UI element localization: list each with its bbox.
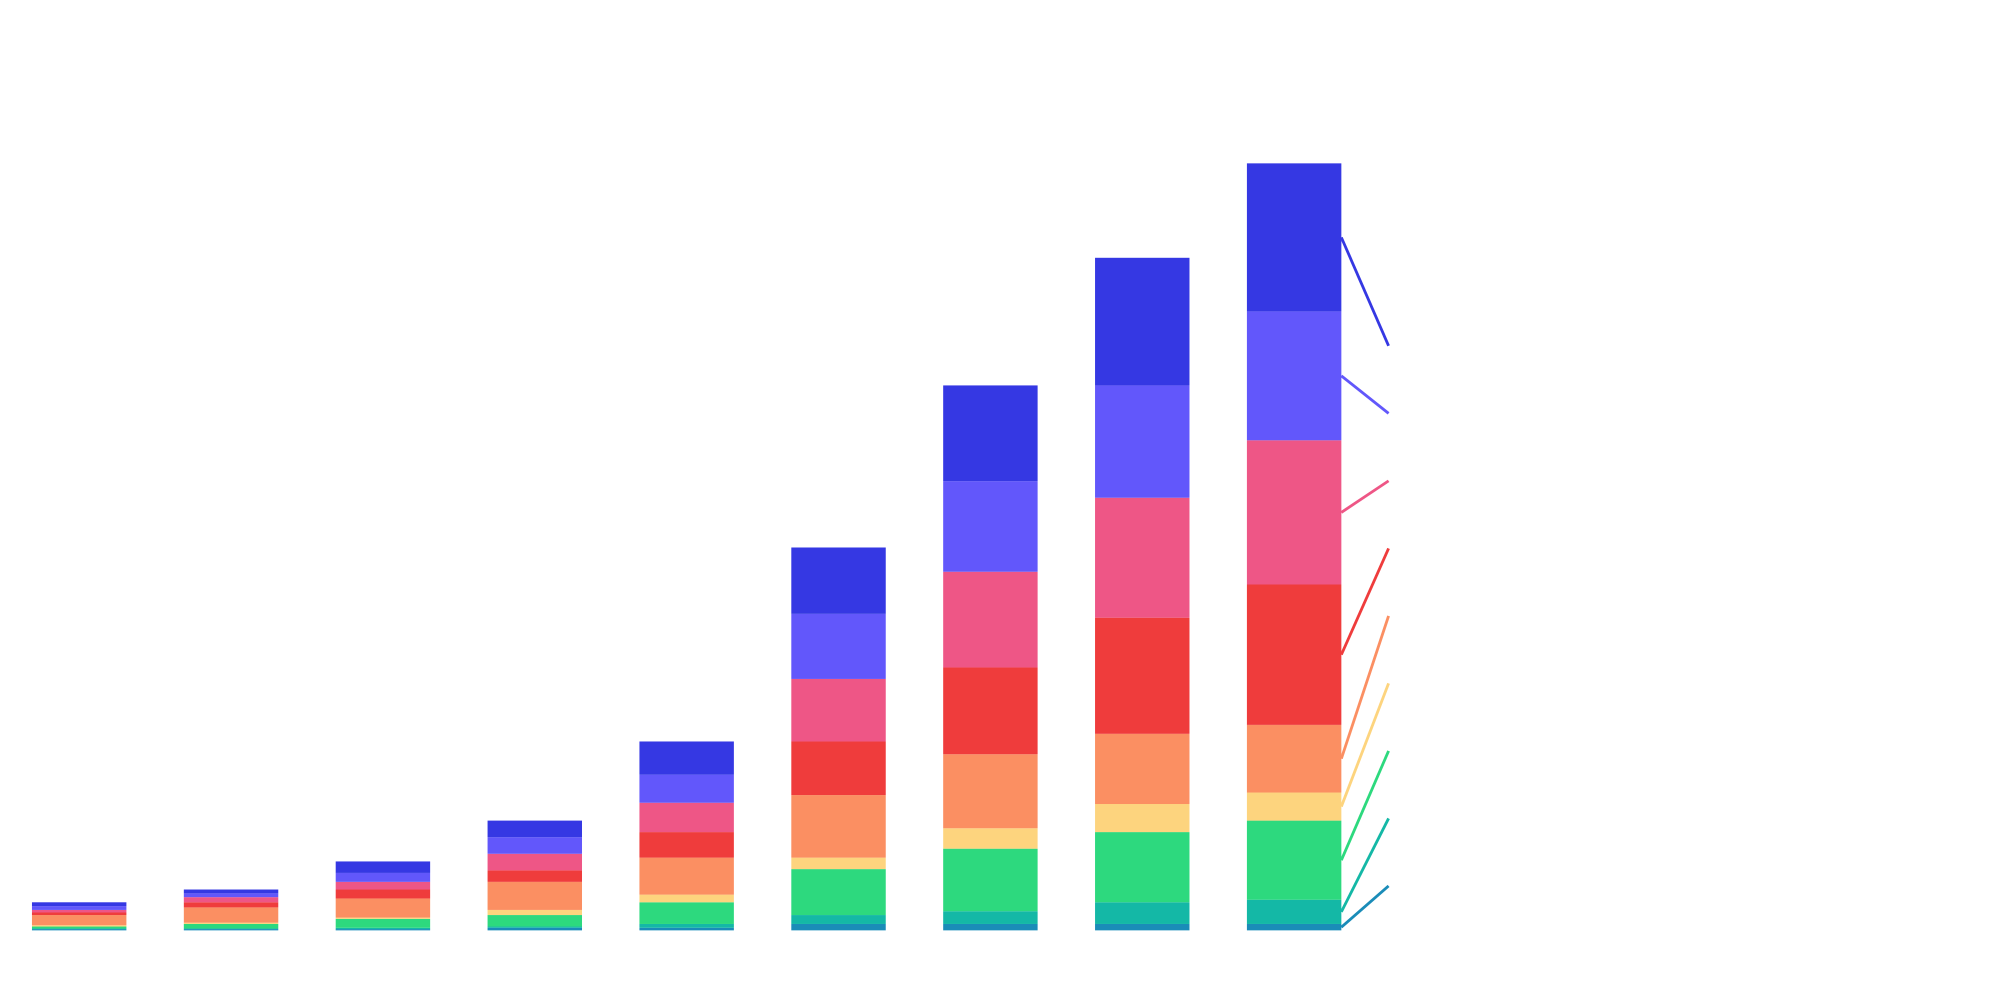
bar-segment — [335, 861, 431, 873]
bar-segment — [791, 869, 886, 916]
bar-segment — [1246, 792, 1342, 821]
bar-segment — [943, 923, 1038, 931]
bar-segment — [487, 881, 583, 910]
bar-segment — [183, 889, 279, 894]
bar-segment — [487, 820, 583, 838]
bar-segment — [943, 754, 1038, 829]
bar-segment — [1246, 163, 1342, 312]
leader-line — [1340, 750, 1390, 861]
bar-segment — [487, 853, 583, 871]
bar-segment — [1246, 311, 1342, 441]
bar-segment — [31, 925, 127, 927]
bar-segment — [1095, 497, 1190, 618]
bar-segment — [31, 909, 127, 913]
bar-segment — [639, 857, 734, 895]
bar-segment — [1095, 385, 1190, 498]
bar-segment — [31, 929, 127, 931]
bar-segment — [791, 613, 886, 679]
bar-segment — [639, 902, 734, 924]
bar-segment — [335, 927, 431, 930]
leader-line — [1340, 374, 1390, 415]
bar-segment — [183, 929, 279, 931]
bar-segment — [487, 909, 583, 916]
bar-segment — [335, 929, 431, 931]
bar-segment — [791, 915, 886, 924]
bar-segment — [31, 926, 127, 929]
bar-segment — [1246, 899, 1342, 924]
bar-segment — [943, 385, 1038, 482]
bar-segment — [943, 481, 1038, 572]
bar-segment — [1095, 257, 1190, 386]
bar-segment — [335, 898, 431, 918]
bar-segment — [943, 828, 1038, 849]
bar-segment — [31, 915, 127, 926]
bar-segment — [1246, 820, 1342, 900]
bar-segment — [1095, 617, 1190, 734]
leader-line — [1340, 817, 1390, 913]
bar-segment — [791, 678, 886, 742]
bar-segment — [183, 922, 279, 924]
leader-line — [1340, 615, 1390, 760]
bar-segment — [943, 911, 1038, 924]
bar-segment — [639, 923, 734, 928]
bar-segment — [31, 928, 127, 930]
bar-segment — [335, 881, 431, 890]
bar-segment — [943, 571, 1038, 668]
bar-segment — [943, 848, 1038, 912]
bar-segment — [791, 923, 886, 931]
bar-segment — [31, 912, 127, 916]
bar-segment — [791, 795, 886, 858]
bar-segment — [487, 915, 583, 927]
bar-segment — [639, 894, 734, 903]
bar-segment — [335, 917, 431, 919]
bar-segment — [1095, 902, 1190, 924]
bar-segment — [183, 928, 279, 930]
bar-segment — [1246, 923, 1342, 931]
bar-segment — [639, 832, 734, 858]
bar-segment — [791, 741, 886, 796]
bar-segment — [31, 902, 127, 907]
bar-segment — [487, 870, 583, 882]
bar-segment — [1246, 724, 1342, 793]
bar-segment — [1095, 923, 1190, 931]
leader-line — [1340, 682, 1390, 808]
bar-segment — [639, 927, 734, 931]
bar-segment — [183, 897, 279, 903]
bar-segment — [1246, 584, 1342, 725]
bar-segment — [31, 906, 127, 910]
bar-segment — [639, 802, 734, 833]
bar-segment — [943, 667, 1038, 755]
bar-segment — [1095, 804, 1190, 833]
bar-segment — [639, 741, 734, 775]
bar-segment — [183, 923, 279, 929]
leader-line — [1340, 884, 1390, 929]
bar-segment — [791, 547, 886, 614]
bar-segment — [487, 837, 583, 854]
bar-segment — [1095, 832, 1190, 903]
leader-line — [1340, 547, 1390, 656]
bar-segment — [183, 902, 279, 908]
bar-segment — [183, 893, 279, 898]
bar-segment — [335, 889, 431, 899]
bar-segment — [791, 857, 886, 870]
bar-segment — [335, 872, 431, 882]
bar-segment — [487, 927, 583, 931]
bar-segment — [1095, 733, 1190, 805]
leader-line — [1340, 236, 1390, 347]
bar-segment — [1246, 440, 1342, 585]
bar-segment — [183, 907, 279, 923]
bar-segment — [335, 918, 431, 928]
bar-segment — [639, 774, 734, 803]
leader-line — [1340, 479, 1390, 514]
bar-segment — [487, 926, 583, 928]
